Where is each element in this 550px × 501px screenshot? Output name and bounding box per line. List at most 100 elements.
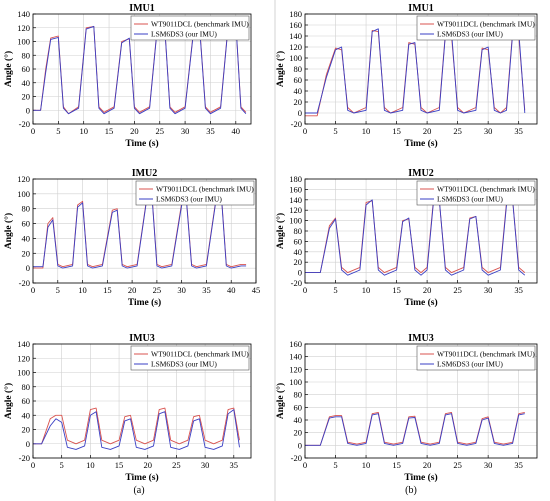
y-tick-label: 100	[289, 377, 302, 387]
chart-title: IMU1	[408, 3, 434, 14]
y-tick-label: 180	[289, 174, 302, 184]
y-tick-label: 20	[294, 428, 303, 438]
plot-frame	[304, 13, 538, 125]
x-tick-label: 30	[177, 285, 186, 295]
x-tick-label: 25	[155, 126, 164, 136]
y-tick-label: 40	[22, 78, 31, 88]
y-tick-label: -20	[19, 453, 30, 463]
x-tick-label: 30	[484, 460, 493, 470]
legend-label: WT9011DCL (benchmark IMU)	[437, 350, 535, 359]
y-tick-label: 20	[22, 425, 31, 435]
x-tick-label: 5	[333, 460, 337, 470]
y-tick-label: 140	[289, 352, 302, 362]
x-tick-label: 35	[514, 126, 523, 136]
x-axis-label: Time (s)	[125, 472, 158, 483]
chart-title: IMU2	[132, 168, 158, 179]
y-tick-label: 80	[22, 382, 31, 392]
y-tick-label: 0	[26, 263, 30, 273]
legend-box	[130, 15, 250, 41]
y-tick-label: 40	[294, 247, 303, 257]
legend-box	[416, 15, 536, 41]
plot-frame	[304, 178, 538, 284]
y-tick-label: 140	[289, 195, 302, 205]
y-tick-label: 80	[22, 50, 31, 60]
y-tick-label: -20	[291, 278, 302, 288]
y-axis-label: Angle (°)	[3, 213, 14, 249]
x-tick-label: 25	[453, 126, 462, 136]
y-tick-label: 0	[298, 108, 302, 118]
y-tick-label: 80	[294, 64, 303, 74]
legend-label: LSM6DS3 (our IMU)	[151, 360, 217, 369]
legend-box	[416, 345, 536, 371]
x-tick-label: 15	[103, 285, 112, 295]
x-tick-label: 20	[423, 285, 432, 295]
x-tick-label: 0	[303, 126, 307, 136]
y-tick-label: 40	[294, 415, 303, 425]
series-line-benchmark	[33, 22, 247, 115]
y-tick-label: 160	[289, 20, 302, 30]
legend-label: LSM6DS3 (our IMU)	[151, 30, 217, 39]
legend-box	[416, 180, 536, 206]
x-tick-label: 15	[392, 460, 401, 470]
x-tick-label: 45	[252, 285, 261, 295]
x-tick-label: 20	[143, 460, 152, 470]
x-axis-label: Time (s)	[128, 297, 161, 308]
y-tick-label: 100	[17, 189, 30, 199]
y-tick-label: 120	[289, 205, 302, 215]
x-tick-label: 0	[303, 285, 307, 295]
x-tick-label: 0	[31, 126, 35, 136]
x-tick-label: 5	[333, 126, 337, 136]
chart-title: IMU2	[408, 168, 434, 179]
series-line-benchmark	[33, 407, 240, 445]
x-tick-label: 20	[128, 285, 137, 295]
y-tick-label: 100	[289, 216, 302, 226]
x-tick-label: 10	[362, 460, 371, 470]
y-tick-label: 20	[294, 257, 303, 267]
series-line-ours	[305, 28, 526, 114]
legend-label: WT9011DCL (benchmark IMU)	[437, 185, 535, 194]
chart-title: IMU3	[129, 333, 155, 344]
x-tick-label: 20	[423, 460, 432, 470]
legend-box	[135, 180, 255, 206]
x-tick-label: 35	[514, 285, 523, 295]
y-tick-label: 40	[22, 233, 31, 243]
x-tick-label: 15	[115, 460, 124, 470]
x-tick-label: 25	[453, 285, 462, 295]
plot-frame	[32, 178, 257, 284]
x-tick-label: 20	[130, 126, 139, 136]
x-tick-label: 25	[153, 285, 162, 295]
x-tick-label: 0	[31, 460, 35, 470]
series-line-ours	[33, 409, 240, 450]
series-line-ours	[33, 194, 247, 269]
legend-label: WT9011DCL (benchmark IMU)	[151, 350, 249, 359]
x-tick-label: 5	[56, 285, 60, 295]
x-tick-label: 5	[333, 285, 337, 295]
chart-b1: 0 5 10 15 20 25 30 35-2002040608010012014016018…	[275, 3, 538, 149]
x-tick-label: 35	[514, 460, 523, 470]
x-tick-label: 35	[202, 285, 211, 295]
legend-label: LSM6DS3 (our IMU)	[437, 30, 503, 39]
y-tick-label: 0	[26, 105, 30, 115]
x-axis-label: Time (s)	[404, 297, 437, 308]
y-tick-label: 120	[17, 353, 30, 363]
y-tick-label: 60	[294, 75, 303, 85]
y-axis-label: Angle (°)	[275, 383, 286, 419]
y-tick-label: 60	[22, 219, 31, 229]
x-tick-label: 10	[362, 285, 371, 295]
y-tick-label: 60	[22, 64, 31, 74]
y-tick-label: 100	[17, 368, 30, 378]
series-line-ours	[33, 21, 247, 115]
y-tick-label: 0	[298, 440, 302, 450]
series-line-benchmark	[305, 199, 526, 274]
x-tick-label: 25	[453, 460, 462, 470]
y-tick-label: 160	[289, 339, 302, 349]
y-tick-label: 20	[22, 248, 31, 258]
x-tick-label: 40	[227, 285, 236, 295]
y-tick-label: 60	[294, 236, 303, 246]
y-tick-label: 120	[289, 364, 302, 374]
y-axis-label: Angle (°)	[3, 51, 14, 87]
y-tick-label: 140	[17, 9, 30, 19]
y-tick-label: 120	[289, 42, 302, 52]
